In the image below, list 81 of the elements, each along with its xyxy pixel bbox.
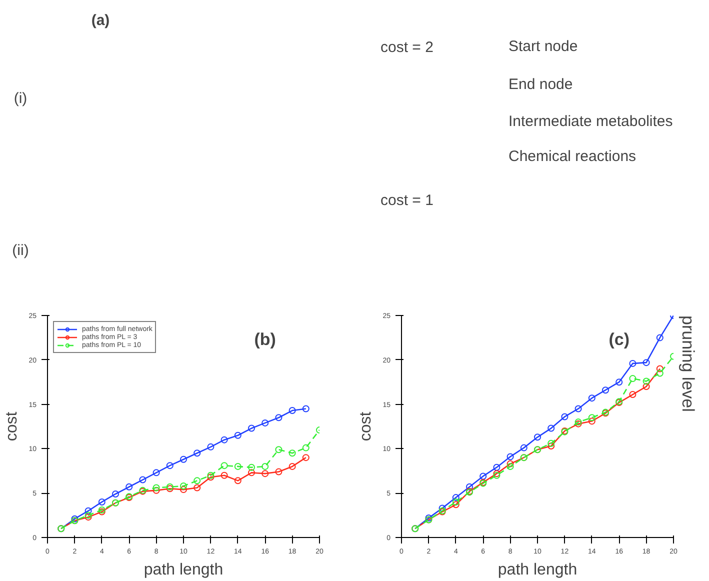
point [248,469,255,476]
text: (a) [91,12,110,29]
text: Intermediate metabolites [508,113,673,130]
point [506,453,514,460]
point [466,483,473,490]
point [275,468,282,476]
point [438,504,446,512]
point [629,391,636,398]
point [288,462,296,470]
point [548,424,555,432]
point [139,476,146,484]
point [180,482,187,490]
point [152,486,160,494]
text: (i) [14,90,28,107]
point [548,440,555,447]
point [288,450,296,457]
point [548,442,555,450]
point [180,486,187,494]
y-axis-title: cost [4,411,21,442]
point [588,418,596,425]
point [262,470,269,478]
point [234,462,242,470]
point [452,501,460,508]
point [194,484,201,492]
point [534,434,541,441]
y-axis-title: cost [358,411,375,442]
point [452,494,460,502]
point [602,386,609,394]
point [220,436,228,444]
point [452,498,460,506]
point [493,464,500,471]
point [262,419,269,426]
point [234,432,242,439]
point [194,477,201,484]
point [629,360,636,367]
point [574,405,582,412]
point [561,413,568,420]
point [180,456,187,463]
text: End node [508,76,573,93]
x-axis-title: path length [498,562,578,578]
point [98,498,106,506]
point [656,334,664,342]
point [629,375,636,382]
point [656,370,664,377]
text: (ii) [12,242,29,259]
point [166,462,174,470]
point [588,414,596,422]
point [520,444,528,452]
point [588,394,596,402]
point [112,490,119,498]
text: Start node [508,38,578,55]
point [234,477,242,484]
text: cost = 2 [380,39,434,56]
point [642,383,650,390]
point [152,469,160,476]
point [248,424,255,432]
point [275,414,282,422]
point [506,462,514,470]
text: cost = 1 [380,192,434,209]
text: (c) [608,330,630,349]
point [220,472,228,479]
point [642,378,650,385]
point [302,444,310,452]
point [207,443,214,450]
point [194,450,201,457]
point [275,446,282,454]
point [642,359,650,366]
text: pruning level [678,316,698,412]
point [126,483,133,490]
point [248,464,255,471]
point [288,407,296,414]
x-axis-title: path length [144,562,224,578]
point [480,472,487,480]
point [220,462,228,470]
text: Chemical reactions [508,148,636,165]
text: (b) [254,330,276,349]
point [506,460,514,468]
point [152,484,160,492]
point [262,462,269,470]
point [616,378,623,386]
point [84,507,92,514]
